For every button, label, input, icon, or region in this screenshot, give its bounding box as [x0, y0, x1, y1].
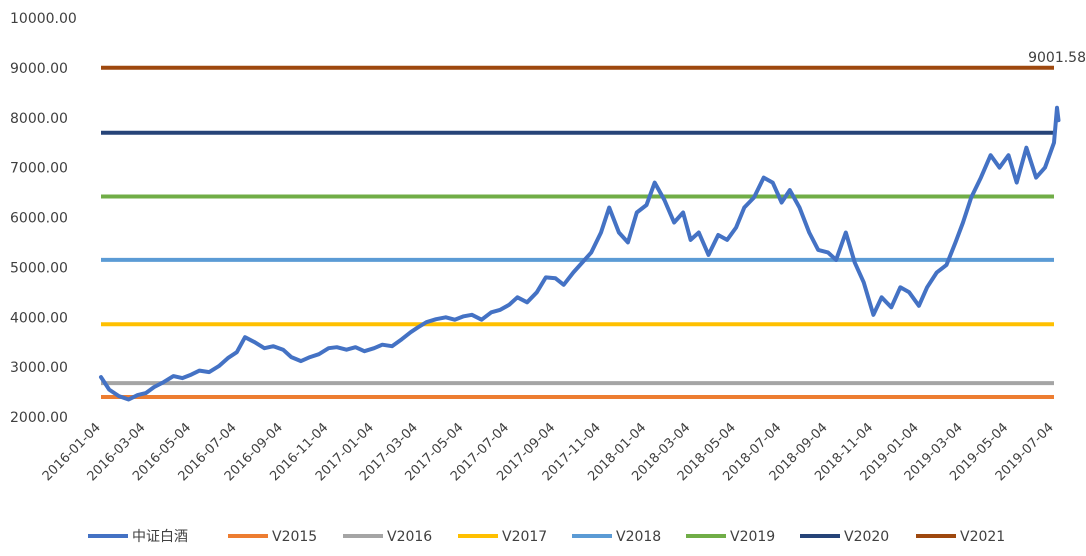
legend-label: V2015: [272, 529, 317, 545]
legend-label: 中证白酒: [132, 529, 188, 545]
legend-item: 中证白酒: [88, 529, 188, 545]
legend-label: V2018: [616, 529, 661, 545]
legend-item: V2020: [800, 529, 889, 545]
legend-item: V2015: [228, 529, 317, 545]
legend-label: V2017: [502, 529, 547, 545]
y-tick-label: 5000.00: [10, 260, 68, 276]
y-tick-label: 8000.00: [10, 111, 68, 127]
series-line-index: [99, 105, 1061, 402]
y-tick-label: 6000.00: [10, 211, 68, 227]
legend-item: V2016: [343, 529, 432, 545]
x-axis-ticks: 2016-01-042016-03-042016-05-042016-07-04…: [40, 420, 1057, 484]
legend-item: V2018: [572, 529, 661, 545]
y-tick-label: 2000.00: [10, 410, 68, 426]
y-tick-label: 4000.00: [10, 310, 68, 326]
reference-lines: [101, 65, 1054, 400]
data-lines: [99, 105, 1061, 402]
legend-label: V2019: [730, 529, 775, 545]
legend-label: V2016: [387, 529, 432, 545]
y-tick-label: 7000.00: [10, 161, 68, 177]
legend-item: V2021: [916, 529, 1005, 545]
legend-item: V2019: [686, 529, 775, 545]
y-tick-label: 3000.00: [10, 360, 68, 376]
legend-label: V2020: [844, 529, 889, 545]
legend-label: V2021: [960, 529, 1005, 545]
y-tick-label: 10000.00: [10, 11, 77, 27]
y-tick-label: 9000.00: [10, 61, 68, 77]
legend: 中证白酒 V2015 V2016 V2017 V2018 V2019 V2020 V2021: [88, 529, 1005, 545]
legend-item: V2017: [458, 529, 547, 545]
data-label: 9001.58: [1028, 50, 1086, 66]
annotations: 9001.58: [1028, 50, 1086, 66]
y-axis-ticks: 10000.00 9000.00 8000.00 7000.00 6000.00 5000…: [10, 11, 77, 426]
